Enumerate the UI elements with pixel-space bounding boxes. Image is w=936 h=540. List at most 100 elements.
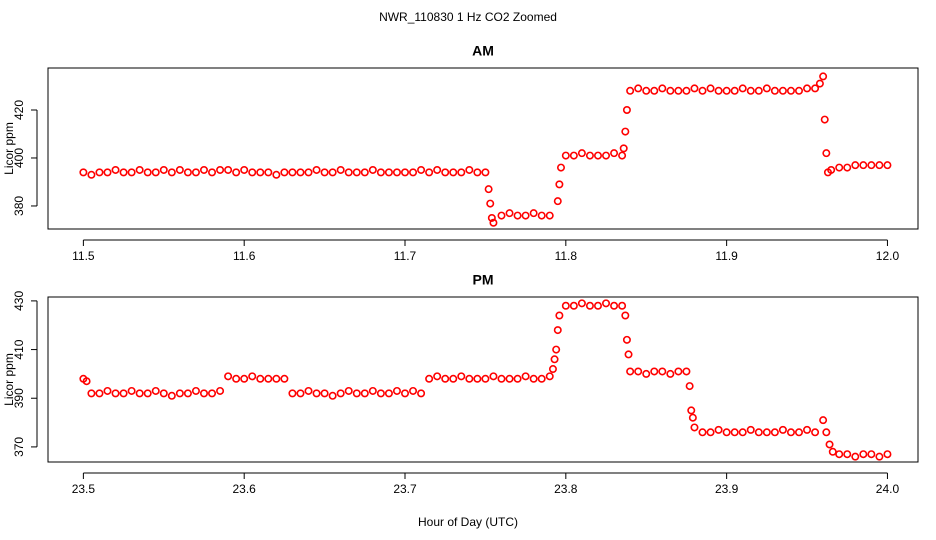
x-tick-label: 23.9: [715, 482, 739, 496]
data-point: [473, 168, 482, 177]
data-point: [545, 211, 554, 220]
data-point: [561, 151, 570, 160]
data-point: [685, 382, 694, 391]
data-point: [304, 168, 313, 177]
data-point: [127, 168, 136, 177]
data-point: [127, 386, 136, 395]
data-point: [875, 161, 884, 170]
data-point: [770, 428, 779, 437]
data-point: [513, 211, 522, 220]
data-point: [624, 350, 633, 359]
data-point: [778, 425, 787, 434]
data-point: [312, 389, 321, 398]
data-point: [224, 372, 233, 381]
data-point: [119, 389, 128, 398]
data-point: [738, 84, 747, 93]
data-point: [208, 389, 217, 398]
data-point: [730, 86, 739, 95]
data-point: [610, 149, 619, 158]
data-point: [682, 86, 691, 95]
data-point: [191, 168, 200, 177]
data-point: [111, 389, 120, 398]
x-tick-label: 11.8: [555, 249, 578, 263]
data-point: [457, 168, 466, 177]
data-point: [240, 165, 249, 174]
data-point: [762, 84, 771, 93]
data-point: [688, 413, 697, 422]
data-point: [687, 406, 696, 415]
data-point: [401, 389, 410, 398]
data-point: [778, 86, 787, 95]
data-point: [216, 386, 225, 395]
y-tick-label: 380: [12, 196, 26, 216]
data-point: [79, 168, 88, 177]
data-point: [803, 425, 812, 434]
data-point: [746, 86, 755, 95]
data-point: [473, 374, 482, 383]
data-point: [368, 386, 377, 395]
data-point: [556, 163, 565, 172]
data-point: [561, 301, 570, 310]
data-point: [803, 84, 812, 93]
data-point: [634, 367, 643, 376]
data-point: [409, 386, 418, 395]
data-point: [553, 197, 562, 206]
data-point: [545, 372, 554, 381]
data-point: [875, 452, 884, 461]
data-point: [867, 450, 876, 459]
data-point: [569, 301, 578, 310]
data-point: [151, 386, 160, 395]
data-point: [794, 428, 803, 437]
data-point: [352, 168, 361, 177]
data-point: [593, 151, 602, 160]
data-point: [232, 168, 241, 177]
data-point: [666, 86, 675, 95]
data-point: [706, 84, 715, 93]
data-point: [425, 374, 434, 383]
data-point: [714, 86, 723, 95]
data-point: [119, 168, 128, 177]
data-point: [87, 170, 96, 179]
data-point: [690, 84, 699, 93]
data-point: [622, 105, 631, 114]
data-point: [384, 168, 393, 177]
data-point: [529, 374, 538, 383]
data-point: [548, 365, 557, 374]
data-point: [497, 211, 506, 220]
plot-box: [47, 296, 919, 463]
data-point: [690, 423, 699, 432]
data-point: [486, 199, 495, 208]
data-point: [650, 367, 659, 376]
data-point: [786, 428, 795, 437]
data-point: [87, 389, 96, 398]
y-axis-label: Licor ppm: [2, 353, 16, 406]
data-point: [336, 389, 345, 398]
data-point: [376, 168, 385, 177]
y-tick-label: 390: [12, 388, 26, 408]
data-point: [706, 428, 715, 437]
data-point: [537, 374, 546, 383]
data-point: [360, 168, 369, 177]
data-point: [135, 389, 144, 398]
data-point: [240, 374, 249, 383]
data-point: [167, 391, 176, 400]
data-point: [288, 168, 297, 177]
data-point: [401, 168, 410, 177]
data-point: [658, 84, 667, 93]
data-point: [867, 161, 876, 170]
x-tick-label: 23.7: [393, 482, 417, 496]
data-point: [618, 151, 627, 160]
data-point: [256, 168, 265, 177]
data-point: [822, 149, 831, 158]
data-point: [441, 374, 450, 383]
x-tick-label: 23.5: [72, 482, 96, 496]
data-point: [851, 161, 860, 170]
data-point: [555, 311, 564, 320]
data-point: [312, 165, 321, 174]
data-point: [602, 151, 611, 160]
data-point: [811, 84, 820, 93]
data-point: [828, 447, 837, 456]
x-tick-label: 11.5: [72, 249, 95, 263]
data-point: [328, 168, 337, 177]
data-point: [159, 165, 168, 174]
